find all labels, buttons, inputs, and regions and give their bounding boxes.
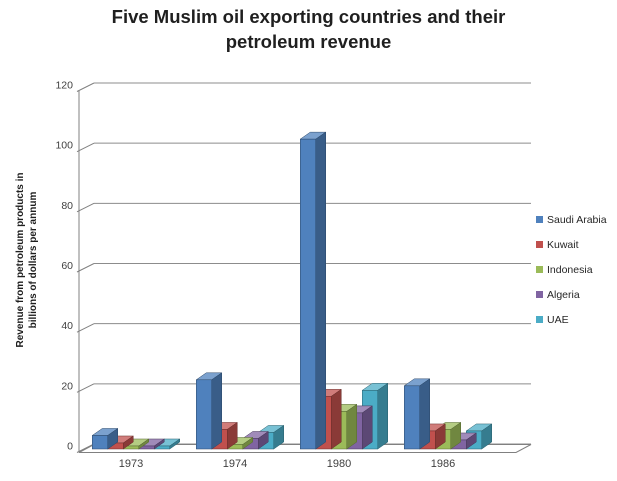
y-tick-label-120: 120 <box>55 80 73 92</box>
y-tick-label-60: 60 <box>61 260 73 272</box>
bar-saudi-arabia-1980 <box>299 131 327 450</box>
legend-item-uae: UAE <box>536 307 607 332</box>
y-tick-0 <box>76 443 95 453</box>
legend-marker-saudi-arabia <box>536 216 543 223</box>
legend-item-saudi-arabia: Saudi Arabia <box>536 207 607 232</box>
chart-title-line-2: petroleum revenue <box>225 31 392 52</box>
legend: Saudi Arabia Kuwait Indonesia Algeria UAE <box>536 207 607 332</box>
legend-label-saudi-arabia: Saudi Arabia <box>547 213 607 226</box>
legend-marker-algeria <box>536 291 543 298</box>
y-tick-60 <box>76 263 95 273</box>
y-tick-120 <box>76 82 95 92</box>
y-tick-label-40: 40 <box>61 320 73 332</box>
y-tick-20 <box>76 383 95 393</box>
y-tick-label-20: 20 <box>61 380 73 392</box>
legend-item-kuwait: Kuwait <box>536 232 607 257</box>
legend-marker-kuwait <box>536 241 543 248</box>
x-tick-label-1986: 1986 <box>431 458 455 470</box>
y-tick-80 <box>76 202 95 213</box>
legend-marker-uae <box>536 316 543 323</box>
y-tick-100 <box>76 142 95 153</box>
legend-item-algeria: Algeria <box>536 282 607 307</box>
y-tick-40 <box>76 323 95 333</box>
y-tick-label-100: 100 <box>55 140 73 152</box>
y-tick-label-80: 80 <box>61 200 73 212</box>
x-tick-label-1980: 1980 <box>327 458 351 470</box>
x-tick-label-1973: 1973 <box>119 458 143 470</box>
bar-saudi-arabia-1986 <box>403 378 431 450</box>
chart-title-line-1: Five Muslim oil exporting countries and … <box>111 6 506 27</box>
legend-marker-indonesia <box>536 266 543 273</box>
bar-saudi-arabia-1973 <box>91 427 119 450</box>
legend-label-algeria: Algeria <box>547 288 580 301</box>
legend-label-kuwait: Kuwait <box>547 238 579 251</box>
x-tick-label-1974: 1974 <box>223 458 247 470</box>
legend-label-uae: UAE <box>547 313 569 326</box>
legend-label-indonesia: Indonesia <box>547 263 593 276</box>
plot-floor <box>78 444 532 453</box>
legend-item-indonesia: Indonesia <box>536 257 607 282</box>
y-tick-label-0: 0 <box>67 441 73 453</box>
bar-saudi-arabia-1974 <box>195 372 223 450</box>
chart-title: Five Muslim oil exporting countries and … <box>0 4 617 54</box>
